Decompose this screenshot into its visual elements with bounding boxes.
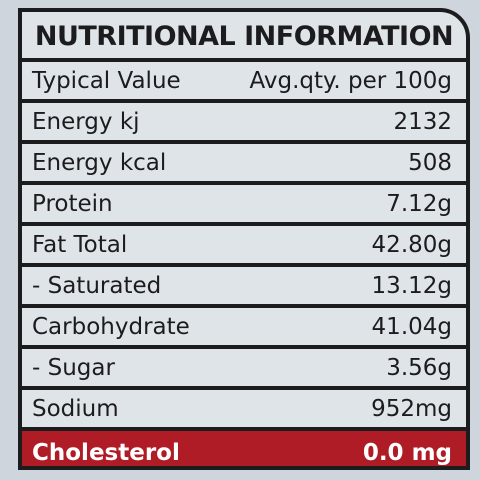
nutrient-row: - Saturated 13.12g	[22, 267, 466, 308]
nutrient-name: Cholesterol	[32, 440, 180, 466]
nutrient-row: Cholesterol 0.0 mg	[22, 431, 466, 466]
nutrient-row: Energy kcal 508	[22, 144, 466, 185]
nutrient-row: Energy kj 2132	[22, 103, 466, 144]
nutrient-row: Fat Total 42.80g	[22, 226, 466, 267]
header-cell: Avg.qty. per 100g	[249, 67, 453, 94]
nutrient-row: - Sugar 3.56g	[22, 349, 466, 390]
nutrient-name: Energy kj	[32, 108, 140, 135]
nutrient-row: Carbohydrate 41.04g	[22, 308, 466, 349]
nutrient-amount: 41.04g	[371, 313, 452, 340]
nutrient-name: Energy kcal	[32, 149, 167, 176]
nutrient-amount: 508	[408, 149, 452, 176]
nutrient-name: - Sugar	[32, 354, 115, 381]
nutrient-amount: 0.0 mg	[362, 440, 452, 466]
nutrient-amount: 2132	[393, 108, 452, 135]
nutrient-name: Carbohydrate	[32, 313, 190, 340]
nutrient-amount: 3.56g	[386, 354, 452, 381]
header-cell: Typical Value	[32, 67, 181, 94]
title: NUTRITIONAL INFORMATION	[22, 12, 466, 62]
nutrient-name: Protein	[32, 190, 113, 217]
nutrient-amount: 42.80g	[371, 231, 452, 258]
nutrient-row: Sodium 952mg	[22, 390, 466, 431]
nutrient-row: Protein 7.12g	[22, 185, 466, 226]
nutrient-name: - Saturated	[32, 272, 162, 299]
header-row: Typical Value Avg.qty. per 100g	[22, 62, 466, 103]
nutrient-amount: 13.12g	[371, 272, 452, 299]
nutrition-panel: NUTRITIONAL INFORMATION Typical Value Av…	[18, 8, 470, 470]
nutrient-amount: 7.12g	[386, 190, 452, 217]
nutrient-name: Fat Total	[32, 231, 128, 258]
nutrient-amount: 952mg	[371, 395, 452, 422]
nutrient-name: Sodium	[32, 395, 119, 422]
